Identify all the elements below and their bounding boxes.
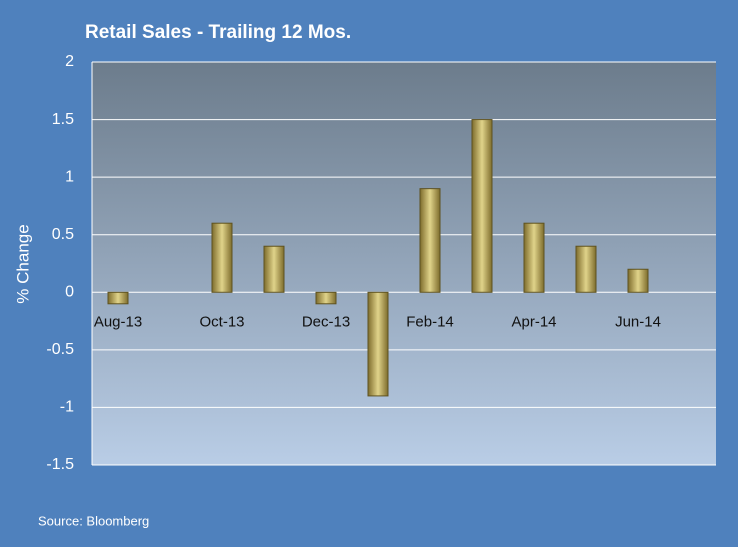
x-tick-label: Feb-14 [406,313,454,330]
bar [471,119,493,293]
y-tick-label: 1.5 [52,111,74,128]
x-tick-label: Apr-14 [511,313,556,330]
y-tick-label: 1 [65,168,74,185]
y-tick-label: -1.5 [46,456,74,473]
bar [575,245,597,293]
bar [315,291,337,305]
y-tick-label: -0.5 [46,341,74,358]
source: Source: Bloomberg [38,513,149,528]
y-tick-label: -1 [60,399,74,416]
bar [627,268,649,293]
x-tick-label: Aug-13 [94,313,142,330]
bar [263,245,285,293]
y-tick-label: 2 [65,53,74,70]
bar [211,222,233,293]
x-tick-label: Oct-13 [199,313,244,330]
plot-area [92,62,716,465]
chart-title: Retail Sales - Trailing 12 Mos. [85,22,351,43]
bar [367,291,389,397]
y-axis-label: % Change [13,224,32,303]
bar [107,291,129,305]
x-tick-label: Jun-14 [615,313,661,330]
x-tick-label: Dec-13 [302,313,350,330]
y-tick-label: 0 [65,284,74,301]
bar [419,188,441,293]
y-tick-label: 0.5 [52,226,74,243]
bar [523,222,545,293]
